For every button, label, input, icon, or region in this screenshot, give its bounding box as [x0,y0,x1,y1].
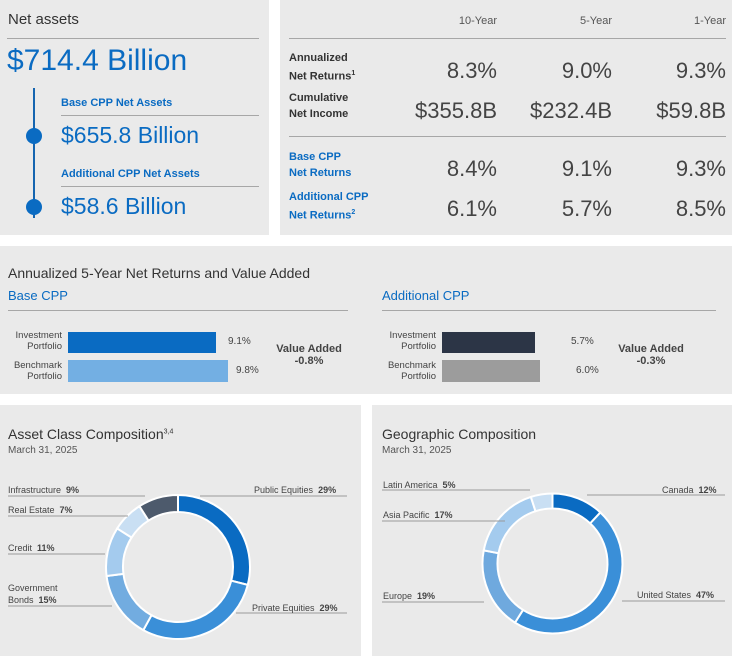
bar-value-base-benchmark: 9.8% [236,365,259,376]
row-label-additional-cpp: Additional CPP Net Returns2 [289,191,369,222]
base-net-assets-value: $655.8 Billion [61,122,200,148]
additional-net-assets-label: Additional CPP Net Assets [61,168,200,180]
slice-label-real-estate: Real Estate 7% [8,505,73,515]
slice-label-government-bonds: Government Bonds 15% [8,583,58,605]
slice-label-asia-pacific: Asia Pacific 17% [383,510,453,520]
geographic-donut [481,492,624,635]
slice-label-europe: Europe 19% [383,591,436,601]
slice-label-public-equities: Public Equities 29% [254,485,337,495]
additional-dot [26,199,42,215]
additional-cpp-subtitle: Additional CPP [382,288,470,303]
slice-label-canada: Canada 12% [662,485,717,495]
col-header-10-year: 10-Year [458,15,497,27]
bar-value-additional-investment: 5.7% [571,336,594,347]
base-net-assets-label: Base CPP Net Assets [61,97,173,109]
table-cell: $59.8B [656,98,726,123]
slice-label-credit: Credit 11% [8,543,55,553]
base-dot [26,128,42,144]
additional-value-added: Value Added -0.3% [618,343,684,367]
bar-additional-benchmark [442,360,540,382]
table-cell: $232.4B [530,98,612,123]
net-assets-title: Net assets [8,11,79,28]
bar-value-additional-benchmark: 6.0% [576,365,599,376]
table-cell: 9.0% [561,58,612,83]
slice-label-private-equities: Private Equities 29% [252,603,338,613]
value-added-panel: Annualized 5-Year Net Returns and Value … [0,246,732,394]
timeline-line [33,88,35,218]
returns-table-panel: 10-Year 5-Year 1-Year Annualized Net Ret… [280,0,732,235]
table-cell: 9.1% [561,156,612,181]
asset-class-panel: Asset Class Composition3,4 March 31, 202… [0,405,361,656]
slice-label-united-states: United States 47% [637,590,715,600]
base-cpp-subtitle: Base CPP [8,288,68,303]
row-label-annualized: Annualized Net Returns1 [289,52,356,83]
table-cell: 8.4% [446,156,497,181]
geo-leader-lines [382,489,725,603]
bar-base-investment [68,332,217,353]
slice-label-latin-america: Latin America 5% [383,480,456,490]
col-header-1-year: 1-Year [693,15,726,27]
row-label-cumulative: Cumulative Net Income [289,92,349,120]
net-assets-total: $714.4 Billion [7,44,188,77]
slice-label-infrastructure: Infrastructure 9% [8,485,80,495]
divider [7,38,259,39]
base-value-added: Value Added -0.8% [276,343,342,367]
table-cell: 6.1% [446,196,497,221]
asset-class-donut [105,493,251,640]
bar-label-benchmark: Benchmark Portfolio [387,360,436,382]
net-assets-panel: Net assets $714.4 Billion Base CPP Net A… [0,0,269,235]
geographic-date: March 31, 2025 [382,445,452,456]
asset-class-date: March 31, 2025 [8,445,78,456]
col-header-5-year: 5-Year [579,15,612,27]
row-label-base-cpp: Base CPP Net Returns [289,151,352,179]
bar-base-benchmark [68,360,228,382]
additional-net-assets-value: $58.6 Billion [61,193,187,219]
table-cell: $355.8B [415,98,497,123]
table-cell: 8.5% [675,196,726,221]
bar-value-base-investment: 9.1% [228,336,251,347]
table-cell: 9.3% [675,58,726,83]
value-added-title: Annualized 5-Year Net Returns and Value … [8,265,310,281]
slice-infrastructure [138,493,179,522]
table-cell: 5.7% [561,196,612,221]
asset-leader-lines [8,495,347,614]
bar-additional-investment [442,332,535,353]
table-cell: 9.3% [675,156,726,181]
table-cell: 8.3% [446,58,497,83]
bar-label-benchmark: Benchmark Portfolio [13,360,62,382]
geographic-panel: Geographic Composition March 31, 2025 La… [372,405,732,656]
asset-class-title: Asset Class Composition3,4 [8,426,174,442]
slice-latin-america [529,492,554,513]
bar-label-investment: Investment Portfolio [15,330,62,352]
geographic-title: Geographic Composition [382,426,537,442]
bar-label-investment: Investment Portfolio [389,330,436,352]
